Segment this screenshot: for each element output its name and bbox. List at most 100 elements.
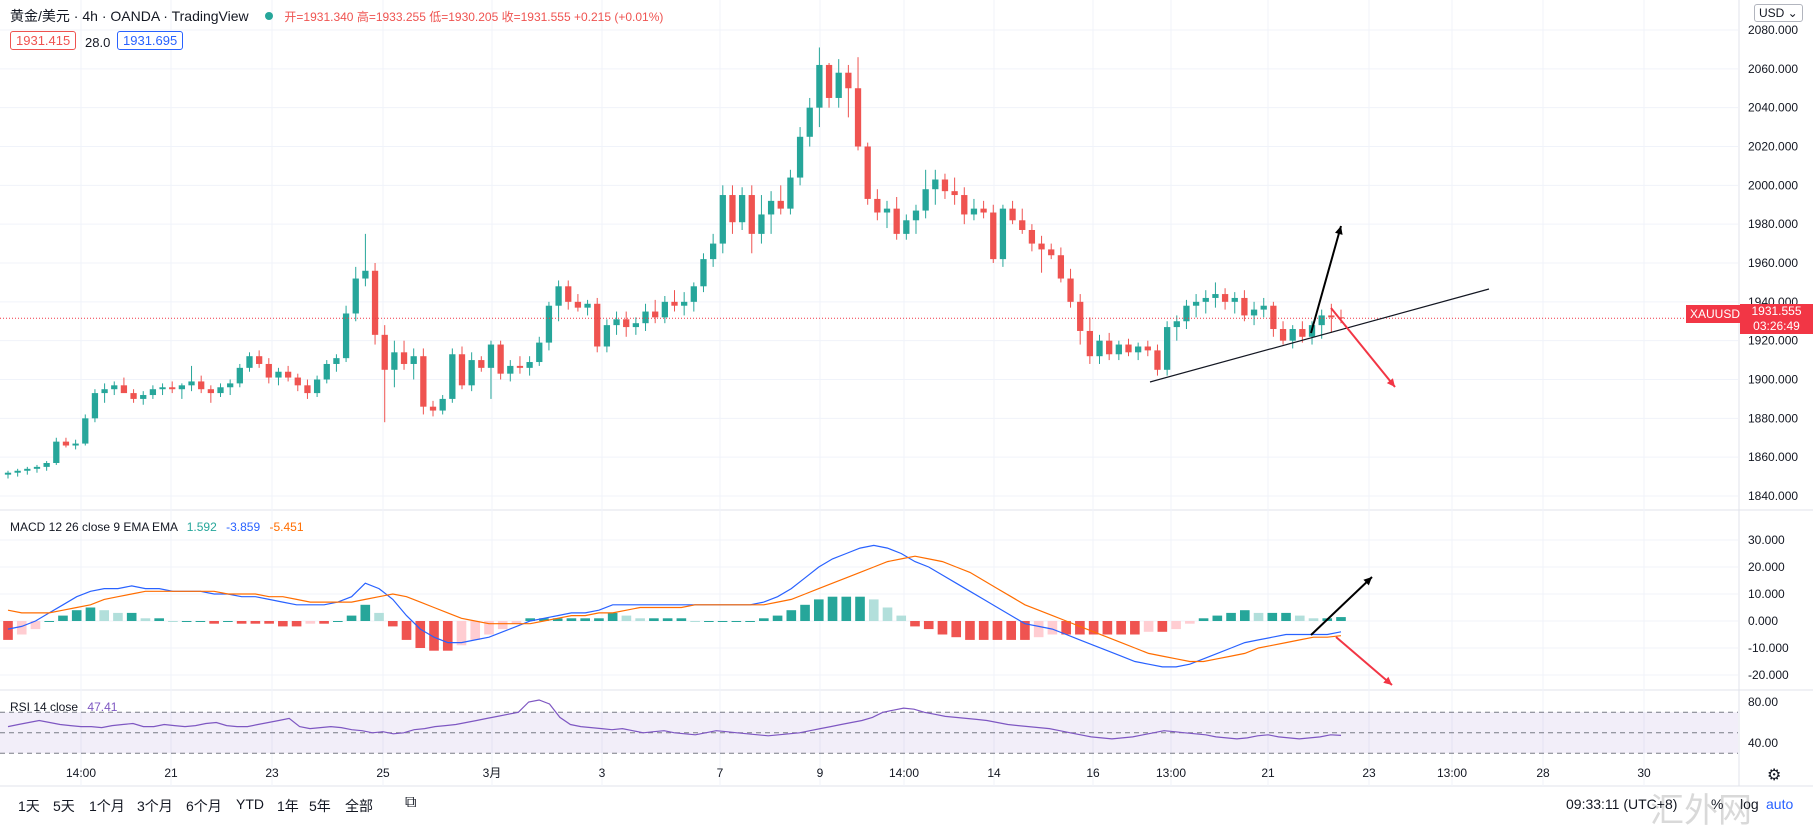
candle-body bbox=[1328, 315, 1335, 318]
timeframe-all[interactable]: 全部 bbox=[345, 798, 373, 814]
price-tick-label: 2020.000 bbox=[1748, 140, 1798, 154]
timeframe-6m[interactable]: 6个月 bbox=[186, 798, 222, 814]
time-tick-label: 30 bbox=[1637, 766, 1651, 780]
rsi-legend: RSI 14 close 47.41 bbox=[10, 700, 117, 714]
candle-body bbox=[265, 363, 272, 378]
clock[interactable]: 09:33:11 (UTC+8) bbox=[1566, 796, 1678, 812]
timeframe-5y[interactable]: 5年 bbox=[309, 798, 331, 814]
candle-body bbox=[342, 313, 350, 359]
percent-toggle[interactable]: % bbox=[1711, 796, 1724, 812]
candle-body bbox=[816, 64, 823, 108]
chevron-down-icon: ⌄ bbox=[1784, 6, 1798, 20]
macd-hist-bar bbox=[1308, 618, 1319, 621]
macd-hist-bar bbox=[882, 607, 893, 621]
price-tick-label: 1980.000 bbox=[1748, 217, 1798, 231]
timeframe-3m[interactable]: 3个月 bbox=[137, 798, 173, 814]
timeframe-ytd[interactable]: YTD bbox=[236, 796, 264, 812]
candle-body bbox=[101, 389, 108, 394]
ask-price[interactable]: 1931.695 bbox=[117, 31, 184, 50]
up-arrow bbox=[1310, 225, 1342, 334]
timeframe-1y[interactable]: 1年 bbox=[277, 798, 299, 814]
macd-hist-bar bbox=[1198, 618, 1209, 621]
macd-tick-label: -20.000 bbox=[1748, 668, 1789, 682]
macd-hist-bar bbox=[415, 621, 426, 648]
macd-hist-bar bbox=[525, 618, 536, 621]
price-tick-label: 2040.000 bbox=[1748, 101, 1798, 115]
candle-body bbox=[999, 208, 1007, 260]
candle-body bbox=[43, 462, 50, 467]
candle-body bbox=[1289, 329, 1296, 341]
candle-body bbox=[932, 179, 939, 190]
macd-hist-bar bbox=[291, 621, 302, 627]
time-tick-label: 28 bbox=[1536, 766, 1550, 780]
timeframe-5d[interactable]: 5天 bbox=[53, 798, 75, 814]
candle-body bbox=[333, 358, 340, 364]
macd-hist-bar bbox=[181, 621, 192, 622]
log-toggle[interactable]: log bbox=[1740, 796, 1759, 812]
gear-icon[interactable]: ⚙ bbox=[1767, 767, 1782, 784]
candle-body bbox=[1135, 346, 1142, 353]
candle-body bbox=[323, 363, 330, 380]
price-tick-label: 1960.000 bbox=[1748, 256, 1798, 270]
macd-hist-bar bbox=[209, 621, 219, 624]
candle-body bbox=[1318, 315, 1325, 326]
candle-body bbox=[526, 362, 533, 368]
macd-hist-bar bbox=[126, 612, 137, 621]
macd-hist-bar bbox=[168, 621, 178, 622]
candle-body bbox=[149, 389, 157, 396]
candle-body bbox=[990, 212, 997, 260]
macd-hist-bar bbox=[951, 621, 962, 638]
date-range-icon[interactable]: ⧉ bbox=[405, 794, 417, 811]
macd-legend: MACD 12 26 close 9 EMA EMA 1.592 -3.859 … bbox=[10, 520, 304, 534]
macd-hist-bar bbox=[786, 610, 797, 621]
auto-toggle[interactable]: auto bbox=[1766, 796, 1794, 812]
candle-body bbox=[284, 371, 292, 378]
candle-body bbox=[951, 191, 958, 196]
candle-body bbox=[980, 208, 987, 213]
candle-body bbox=[1125, 344, 1132, 353]
candle-body bbox=[1163, 327, 1171, 370]
macd-hist-bar bbox=[662, 618, 673, 621]
candle-body bbox=[1086, 330, 1093, 357]
candle-body bbox=[1212, 294, 1219, 298]
candle-body bbox=[555, 286, 562, 306]
candle-body bbox=[497, 344, 504, 374]
candle-body bbox=[1106, 340, 1113, 355]
price-tick-label: 1920.000 bbox=[1748, 334, 1798, 348]
drawings bbox=[1149, 225, 1490, 686]
bid-price[interactable]: 1931.415 bbox=[10, 31, 77, 50]
macd-hist-bar bbox=[250, 621, 261, 624]
macd-hist-bar bbox=[745, 621, 755, 622]
macd-hist-bar bbox=[868, 599, 879, 621]
time-tick-label: 21 bbox=[1261, 766, 1275, 780]
interval-label[interactable]: 4h bbox=[82, 8, 98, 24]
candles bbox=[4, 47, 1345, 479]
macd-hist-bar bbox=[511, 621, 522, 624]
time-tick-label: 13:00 bbox=[1156, 766, 1186, 780]
up-arrow-head bbox=[1335, 226, 1343, 235]
candle-body bbox=[1192, 301, 1200, 306]
time-tick-label: 23 bbox=[1362, 766, 1376, 780]
time-tick-label: 13:00 bbox=[1437, 766, 1467, 780]
candle-body bbox=[304, 385, 311, 394]
macd-hist-bar bbox=[387, 621, 398, 627]
macd-hist-bar bbox=[607, 612, 618, 621]
symbol-name[interactable]: 黄金/美元 bbox=[10, 8, 70, 24]
macd-hist-bar bbox=[1171, 621, 1181, 630]
macd-hist-bar bbox=[30, 621, 41, 630]
candle-body bbox=[806, 107, 813, 137]
candle-body bbox=[545, 305, 553, 343]
macd-hist-bar bbox=[552, 618, 563, 621]
macd-hist-bar bbox=[470, 621, 481, 640]
candle-body bbox=[671, 301, 678, 306]
currency-selector[interactable]: USD ⌄ bbox=[1754, 4, 1803, 22]
rsi-label: RSI 14 close bbox=[10, 700, 79, 714]
candle-body bbox=[178, 385, 186, 390]
price-tick-label: 1880.000 bbox=[1748, 411, 1798, 425]
candle-body bbox=[603, 325, 611, 347]
timeframe-1m[interactable]: 1个月 bbox=[89, 798, 125, 814]
candle-body bbox=[1299, 329, 1306, 337]
timeframe-1d[interactable]: 1天 bbox=[18, 798, 40, 814]
macd-hist-bar bbox=[992, 621, 1003, 640]
